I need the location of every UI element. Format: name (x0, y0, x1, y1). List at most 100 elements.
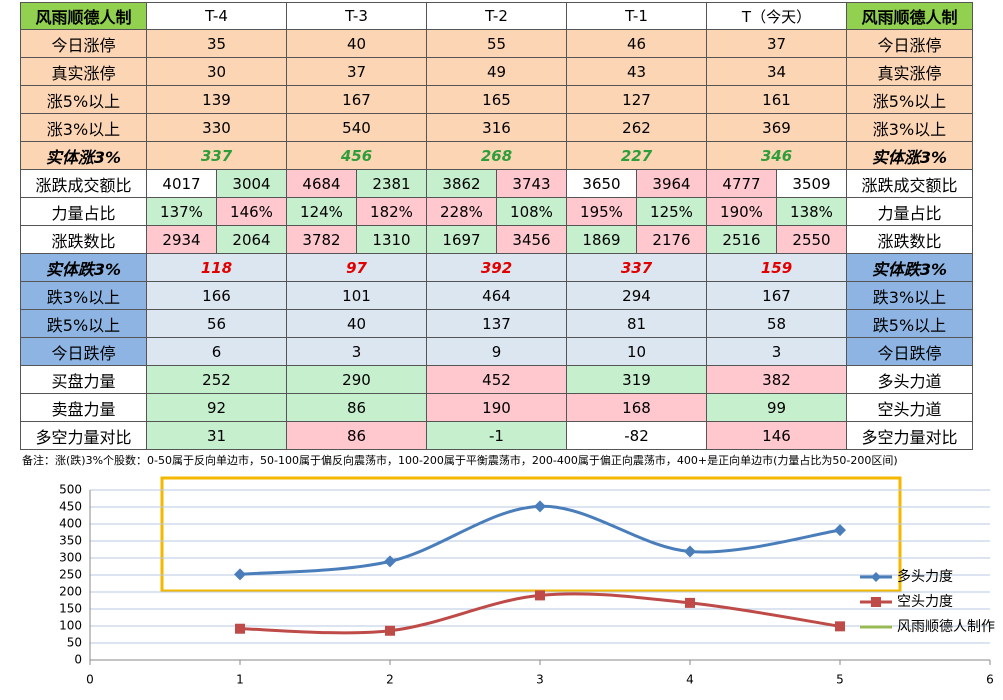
value-cell: 3782 (287, 226, 357, 254)
legend-label: 多头力度 (897, 568, 953, 585)
x-tick-label: 1 (236, 673, 244, 687)
row-label: 涨5%以上 (847, 86, 973, 114)
value-cell: 316 (427, 114, 567, 142)
legend-marker (871, 597, 881, 607)
y-tick-label: 500 (59, 483, 82, 497)
row-label: 跌5%以上 (847, 310, 973, 338)
row-label: 跌3%以上 (847, 282, 973, 310)
x-tick-label: 0 (86, 673, 94, 687)
value-cell: 125% (637, 198, 707, 226)
value-cell: 9 (427, 338, 567, 366)
value-cell: 330 (147, 114, 287, 142)
legend-label: 风雨顺德人制作 (897, 619, 995, 635)
marker (384, 555, 396, 568)
x-tick-label: 5 (836, 673, 844, 687)
row-label: 力量占比 (20, 198, 147, 226)
legend-marker (871, 572, 881, 582)
value-cell: 190% (707, 198, 777, 226)
value-cell: 2381 (357, 170, 427, 198)
value-cell: 46 (567, 30, 707, 58)
value-cell: -82 (567, 422, 707, 450)
value-cell: 3 (287, 338, 427, 366)
value-cell: 3456 (497, 226, 567, 254)
value-cell: 161 (707, 86, 847, 114)
series-line (239, 504, 841, 576)
y-tick-label: 350 (59, 534, 82, 548)
value-cell: 3509 (777, 170, 847, 198)
row-label: 实体涨3% (847, 142, 973, 170)
marker (535, 590, 545, 601)
marker (685, 597, 695, 608)
value-cell: 3650 (567, 170, 637, 198)
y-tick-label: 50 (67, 636, 82, 650)
row-label: 涨5%以上 (20, 86, 147, 114)
row-label: 涨3%以上 (847, 114, 973, 142)
row-label: 今日涨停 (20, 30, 147, 58)
row-label: 卖盘力量 (20, 394, 147, 422)
value-cell: 1697 (427, 226, 497, 254)
value-cell: 3743 (497, 170, 567, 198)
value-cell: 227 (567, 142, 707, 170)
row-label: 涨跌成交额比 (20, 170, 147, 198)
row-label: 涨跌数比 (847, 226, 973, 254)
value-cell: 6 (147, 338, 287, 366)
row-label: 涨跌成交额比 (847, 170, 973, 198)
value-cell: 2934 (147, 226, 217, 254)
highlight-box (160, 476, 902, 593)
value-cell: 456 (287, 142, 427, 170)
value-cell: 182% (357, 198, 427, 226)
value-cell: 392 (427, 254, 567, 282)
value-cell: 3964 (637, 170, 707, 198)
value-cell: 3 (707, 338, 847, 366)
value-cell: 99 (707, 394, 847, 422)
x-tick-label: 2 (386, 673, 394, 687)
value-cell: 92 (147, 394, 287, 422)
value-cell: 118 (147, 254, 287, 282)
y-tick-label: 300 (59, 551, 82, 565)
value-cell: 146% (217, 198, 287, 226)
value-cell: 49 (427, 58, 567, 86)
value-cell: 4777 (707, 170, 777, 198)
value-cell: 452 (427, 366, 567, 394)
value-cell: 2064 (217, 226, 287, 254)
value-cell: 35 (147, 30, 287, 58)
row-label: 今日跌停 (20, 338, 147, 366)
value-cell: 294 (567, 282, 707, 310)
row-label: 跌3%以上 (20, 282, 147, 310)
marker (835, 621, 845, 632)
value-cell: 55 (427, 30, 567, 58)
value-cell: 30 (147, 58, 287, 86)
marker (684, 545, 696, 558)
row-label: 力量占比 (847, 198, 973, 226)
row-label: 今日涨停 (847, 30, 973, 58)
x-tick-label: 6 (986, 673, 994, 687)
value-cell: 2176 (637, 226, 707, 254)
value-cell: 34 (707, 58, 847, 86)
row-label: 涨3%以上 (20, 114, 147, 142)
y-tick-label: 150 (59, 602, 82, 616)
row-label: 买盘力量 (20, 366, 147, 394)
value-cell: 252 (147, 366, 287, 394)
value-cell: 137 (427, 310, 567, 338)
header-cell: T-2 (427, 2, 567, 30)
row-label: 跌5%以上 (20, 310, 147, 338)
value-cell: 2550 (777, 226, 847, 254)
value-cell: 346 (707, 142, 847, 170)
value-cell: 127 (567, 86, 707, 114)
header-cell: T（今天） (707, 2, 847, 30)
value-cell: 146 (707, 422, 847, 450)
row-label: 真实涨停 (20, 58, 147, 86)
header-cell: T-4 (147, 2, 287, 30)
value-cell: 168 (567, 394, 707, 422)
row-label: 实体涨3% (20, 142, 147, 170)
header-cell: 风雨顺德人制 (847, 2, 973, 30)
value-cell: 165 (427, 86, 567, 114)
row-label: 多空力量对比 (847, 422, 973, 450)
row-label: 今日跌停 (847, 338, 973, 366)
marker (834, 524, 846, 537)
row-label: 实体跌3% (847, 254, 973, 282)
row-label: 空头力道 (847, 394, 973, 422)
y-tick-label: 0 (74, 653, 82, 667)
value-cell: 369 (707, 114, 847, 142)
